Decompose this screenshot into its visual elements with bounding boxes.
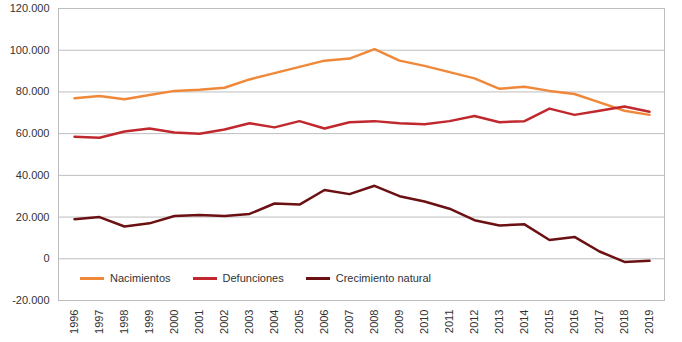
svg-text:2000: 2000 bbox=[168, 310, 180, 334]
svg-text:1996: 1996 bbox=[68, 310, 80, 334]
svg-text:-20.000: -20.000 bbox=[12, 294, 49, 306]
svg-text:2011: 2011 bbox=[443, 310, 455, 334]
html-text:Nacimientos: Nacimientos bbox=[110, 272, 171, 284]
svg-text:2019: 2019 bbox=[643, 310, 655, 334]
svg-text:1998: 1998 bbox=[118, 310, 130, 334]
svg-text:0: 0 bbox=[43, 252, 49, 264]
svg-text:120.000: 120.000 bbox=[10, 2, 50, 14]
svg-text:2003: 2003 bbox=[243, 310, 255, 334]
svg-text:2009: 2009 bbox=[393, 310, 405, 334]
svg-text:2018: 2018 bbox=[618, 310, 630, 334]
svg-text:2006: 2006 bbox=[318, 310, 330, 334]
svg-text:2013: 2013 bbox=[493, 310, 505, 334]
svg-text:100.000: 100.000 bbox=[10, 44, 50, 56]
svg-text:2017: 2017 bbox=[593, 310, 605, 334]
svg-text:60.000: 60.000 bbox=[16, 127, 50, 139]
svg-text:2001: 2001 bbox=[193, 310, 205, 334]
svg-text:1999: 1999 bbox=[143, 310, 155, 334]
svg-text:2015: 2015 bbox=[543, 310, 555, 334]
svg-text:2014: 2014 bbox=[518, 310, 530, 334]
svg-text:1997: 1997 bbox=[93, 310, 105, 334]
svg-text:2016: 2016 bbox=[568, 310, 580, 334]
svg-text:40.000: 40.000 bbox=[16, 169, 50, 181]
svg-text:2008: 2008 bbox=[368, 310, 380, 334]
svg-text:2005: 2005 bbox=[293, 310, 305, 334]
svg-text:2012: 2012 bbox=[468, 310, 480, 334]
svg-text:2007: 2007 bbox=[343, 310, 355, 334]
svg-text:2002: 2002 bbox=[218, 310, 230, 334]
html-text:Crecimiento natural: Crecimiento natural bbox=[335, 272, 432, 284]
svg-text:80.000: 80.000 bbox=[16, 85, 50, 97]
svg-text:2004: 2004 bbox=[268, 310, 280, 334]
svg-text:2010: 2010 bbox=[418, 310, 430, 334]
svg-text:20.000: 20.000 bbox=[16, 211, 50, 223]
html-text:Defunciones: Defunciones bbox=[222, 272, 284, 284]
